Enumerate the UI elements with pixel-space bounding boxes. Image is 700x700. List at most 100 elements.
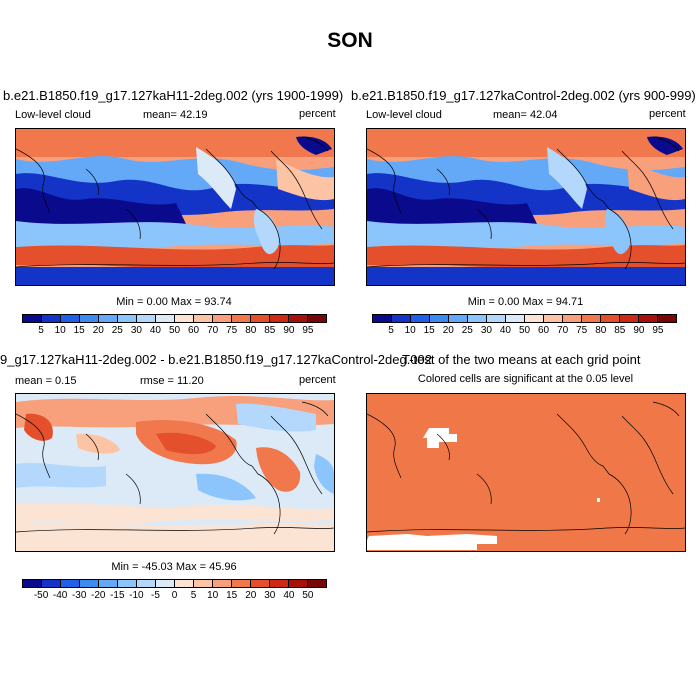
- colorbar-tick-label: 25: [111, 325, 123, 336]
- colorbar-swatch: [156, 315, 175, 322]
- colorbar-tick-label: 50: [168, 325, 181, 336]
- panel2-mean: mean= 42.04: [493, 109, 558, 121]
- colorbar-tick-label: 80: [595, 325, 607, 336]
- colorbar-tick-label: -5: [150, 590, 160, 601]
- colorbar-swatch: [194, 580, 213, 587]
- panel1-title: b.e21.B1850.f19_g17.127kaH11-2deg.002 (y…: [3, 88, 344, 103]
- panel3-map: [15, 393, 335, 552]
- panel3-mean: mean = 0.15: [15, 375, 77, 387]
- panel4-map: [366, 393, 686, 552]
- colorbar-tick-label: 90: [283, 325, 295, 336]
- colorbar-abs-1-labels: 5 10 15 20 25 30 40 50 60 70 75 80 85 90 95: [22, 325, 327, 339]
- colorbar-tick-label: 50: [518, 325, 531, 336]
- colorbar-swatch: [308, 580, 326, 587]
- colorbar-tick-label: 30: [130, 325, 142, 336]
- panel2-map: [366, 128, 686, 286]
- colorbar-swatch: [42, 580, 61, 587]
- colorbar-tick-label: 75: [226, 325, 238, 336]
- colorbar-swatch: [80, 315, 99, 322]
- colorbar-tick-label: 40: [283, 590, 295, 601]
- panel1-map-field: [16, 129, 334, 285]
- colorbar-swatch: [156, 580, 175, 587]
- colorbar-swatch: [525, 315, 544, 322]
- colorbar-swatch: [373, 315, 392, 322]
- colorbar-tick-label: 20: [245, 590, 257, 601]
- panel1-units: percent: [299, 108, 336, 120]
- colorbar-tick-label: 60: [538, 325, 550, 336]
- colorbar-diff-labels: -50 -40 -30 -20 -15 -10 -5 0 5 10 15 20 30 40 50: [22, 590, 327, 604]
- colorbar-diff: [22, 579, 327, 588]
- colorbar-tick-label: 25: [461, 325, 473, 336]
- colorbar-tick-label: 20: [442, 325, 454, 336]
- colorbar-swatch: [99, 315, 118, 322]
- colorbar-abs-1: [22, 314, 327, 323]
- colorbar-tick-label: 30: [480, 325, 492, 336]
- colorbar-swatch: [289, 580, 308, 587]
- colorbar-swatch: [99, 580, 118, 587]
- panel3-units: percent: [299, 374, 336, 386]
- colorbar-swatch: [80, 580, 99, 587]
- colorbar-tick-label: 15: [423, 325, 435, 336]
- colorbar-abs-2: [372, 314, 677, 323]
- colorbar-swatch: [620, 315, 639, 322]
- colorbar-swatch: [118, 315, 137, 322]
- panel4-title: T-test of the two means at each grid poi…: [402, 352, 641, 367]
- colorbar-swatch: [232, 315, 251, 322]
- colorbar-swatch: [270, 580, 289, 587]
- colorbar-swatch: [137, 315, 156, 322]
- colorbar-swatch: [42, 315, 61, 322]
- colorbar-tick-label: 70: [207, 325, 219, 336]
- colorbar-tick-label: 10: [404, 325, 416, 336]
- colorbar-swatch: [61, 315, 80, 322]
- colorbar-swatch: [449, 315, 468, 322]
- colorbar-swatch: [601, 315, 620, 322]
- panel2-map-field: [367, 129, 685, 285]
- colorbar-swatch: [61, 580, 80, 587]
- colorbar-tick-label: 85: [264, 325, 276, 336]
- colorbar-swatch: [639, 315, 658, 322]
- colorbar-tick-label: 0: [171, 590, 178, 601]
- colorbar-tick-label: 30: [264, 590, 276, 601]
- panel2-variable: Low-level cloud: [366, 109, 442, 121]
- colorbar-tick-label: 50: [302, 590, 314, 601]
- colorbar-tick-label: 85: [614, 325, 626, 336]
- colorbar-swatch: [23, 315, 42, 322]
- panel3-title: 9_g17.127kaH11-2deg.002 - b.e21.B1850.f1…: [0, 352, 432, 367]
- colorbar-swatch: [563, 315, 582, 322]
- panel1-mean: mean= 42.19: [143, 109, 208, 121]
- colorbar-tick-label: 15: [73, 325, 85, 336]
- colorbar-tick-label: 90: [633, 325, 645, 336]
- colorbar-swatch: [392, 315, 411, 322]
- figure-title: SON: [327, 29, 373, 52]
- panel2-units: percent: [649, 108, 686, 120]
- colorbar-tick-label: 95: [652, 325, 664, 336]
- colorbar-tick-label: 20: [92, 325, 104, 336]
- panel3-map-field: [16, 394, 334, 551]
- colorbar-tick-label: 5: [190, 590, 197, 601]
- colorbar-tick-label: 80: [245, 325, 257, 336]
- colorbar-swatch: [175, 580, 194, 587]
- colorbar-tick-label: 75: [576, 325, 588, 336]
- colorbar-swatch: [308, 315, 326, 322]
- colorbar-swatch: [582, 315, 601, 322]
- colorbar-tick-label: 10: [54, 325, 66, 336]
- colorbar-tick-label: 95: [302, 325, 314, 336]
- panel1-minmax: Min = 0.00 Max = 93.74: [116, 296, 232, 308]
- colorbar-abs-2-labels: 5 10 15 20 25 30 40 50 60 70 75 80 85 90 95: [372, 325, 677, 339]
- colorbar-swatch: [411, 315, 430, 322]
- colorbar-swatch: [118, 580, 137, 587]
- panel4-subtitle: Colored cells are significant at the 0.0…: [417, 373, 634, 385]
- colorbar-swatch: [468, 315, 487, 322]
- colorbar-tick-label: 70: [557, 325, 569, 336]
- colorbar-tick-label: -15: [110, 590, 125, 601]
- colorbar-swatch: [213, 315, 232, 322]
- colorbar-tick-label: 5: [388, 325, 394, 336]
- colorbar-tick-label: 10: [207, 590, 219, 601]
- colorbar-tick-label: -20: [91, 590, 106, 601]
- colorbar-tick-label: 60: [188, 325, 200, 336]
- colorbar-tick-label: -40: [52, 590, 68, 601]
- colorbar-swatch: [658, 315, 676, 322]
- colorbar-swatch: [194, 315, 213, 322]
- panel1-variable: Low-level cloud: [15, 109, 91, 121]
- colorbar-tick-label: 5: [38, 325, 44, 336]
